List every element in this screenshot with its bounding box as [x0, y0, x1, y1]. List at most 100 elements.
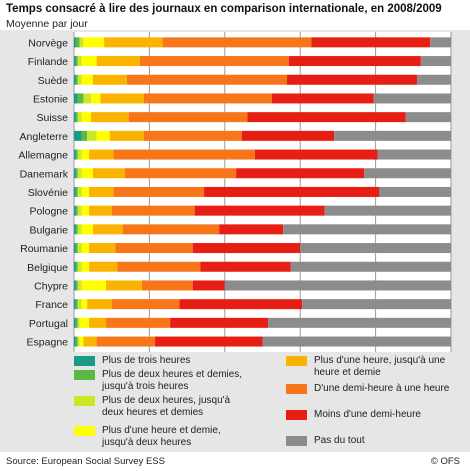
category-label: Angleterre [20, 131, 69, 143]
bar-segment [123, 224, 220, 235]
category-label: Pologne [29, 206, 68, 218]
bar-segment [79, 336, 84, 347]
legend-label: D'une demi-heure à une heure [314, 383, 450, 394]
bar-segment [74, 336, 76, 347]
bar-segment [92, 224, 124, 235]
category-label: Slovénie [28, 187, 68, 199]
bar-segment [405, 112, 451, 123]
bar-segment [74, 56, 76, 67]
bar-segment [74, 261, 76, 272]
bar-segment [77, 93, 84, 104]
bar-segment [77, 224, 82, 235]
chart-area: Norvège Finlande Suède Estonie Suisse Anglete… [0, 30, 470, 352]
bar-segment [81, 243, 90, 254]
bar-segment [77, 261, 82, 272]
category-label: Suisse [36, 112, 68, 124]
bar-segment [75, 299, 78, 310]
legend-label: Pas du tout [314, 435, 365, 446]
bar-segment [74, 186, 76, 197]
bar-segment [83, 93, 91, 104]
bar-segment [106, 280, 142, 291]
bar-segment [364, 168, 451, 179]
bar-segment [81, 149, 90, 160]
bar-segment [75, 149, 78, 160]
bar-segment [170, 317, 269, 328]
bar-segment [81, 168, 93, 179]
bar-segment [283, 224, 451, 235]
bar-segment [75, 168, 78, 179]
bar-segment [379, 186, 451, 197]
legend-swatch [74, 370, 95, 380]
bar-segment [74, 280, 76, 291]
bar-segment [75, 56, 78, 67]
bar-segment [75, 112, 78, 123]
bar-segment [115, 243, 193, 254]
bar-segment [236, 168, 365, 179]
bar-segment [75, 74, 78, 85]
bar-segment [290, 261, 451, 272]
bar-segment [81, 261, 90, 272]
legend-label: Plus de trois heures [102, 355, 191, 366]
category-label: Espagne [27, 337, 69, 349]
bar-segment [192, 243, 301, 254]
bar-segment [90, 93, 101, 104]
bar-segment [89, 317, 107, 328]
bar-segment [89, 205, 112, 216]
bar-segment [74, 299, 76, 310]
bar-segment [200, 261, 291, 272]
legend-swatch [286, 356, 307, 366]
bar-segment [106, 317, 171, 328]
bar-segment [79, 317, 90, 328]
bar-segment [74, 168, 76, 179]
category-label: Roumanie [20, 243, 68, 255]
bar-segment [77, 317, 80, 328]
bar-segment [155, 336, 263, 347]
bar-segment [109, 130, 144, 141]
legend-swatch [286, 410, 307, 420]
legend-swatch [74, 426, 95, 436]
bar-segment [126, 74, 288, 85]
bar-segment [74, 317, 76, 328]
bar-segment [104, 37, 163, 48]
category-label: Allemagne [18, 150, 68, 162]
bar-segment [287, 74, 418, 85]
category-label: Finlande [28, 56, 68, 68]
source-note: Source: European Social Survey ESS [6, 456, 165, 467]
bar-segment [219, 224, 284, 235]
bar-segment [89, 243, 116, 254]
bar-segment [81, 74, 93, 85]
legend: Plus de trois heures Plus de deux heures … [0, 352, 470, 452]
bar-segment [271, 93, 374, 104]
bar-segment [113, 186, 205, 197]
bar-segment [262, 336, 451, 347]
bar-segment [288, 56, 421, 67]
bar-segment [241, 130, 335, 141]
legend-label: Plus d'une heure et demie, jusqu'à deux … [102, 425, 221, 448]
bar-segment [77, 74, 82, 85]
bar-segment [311, 37, 431, 48]
bar-segment [334, 130, 451, 141]
legend-swatch [286, 384, 307, 394]
bar-segment [83, 37, 105, 48]
category-label: Portugal [29, 318, 68, 330]
chart-subtitle: Moyenne par jour [6, 18, 88, 30]
bar-segment [81, 130, 88, 141]
bar-segment [77, 205, 82, 216]
bar-segment [77, 186, 82, 197]
bar-segment [75, 224, 78, 235]
bar-segment [194, 205, 325, 216]
bar-segment [83, 336, 97, 347]
legend-swatch [74, 396, 95, 406]
category-label: Estonie [33, 93, 68, 105]
category-label: Norvège [28, 37, 68, 49]
bar-segment [75, 186, 78, 197]
legend-swatch [286, 436, 307, 446]
bar-segment [92, 74, 127, 85]
bar-segment [324, 205, 451, 216]
bar-segment [100, 93, 144, 104]
bar-segment [81, 299, 88, 310]
bar-segment [162, 37, 312, 48]
bar-segment [75, 336, 78, 347]
bar-segment [75, 243, 78, 254]
legend-label: Moins d'une demi-heure [314, 409, 421, 420]
